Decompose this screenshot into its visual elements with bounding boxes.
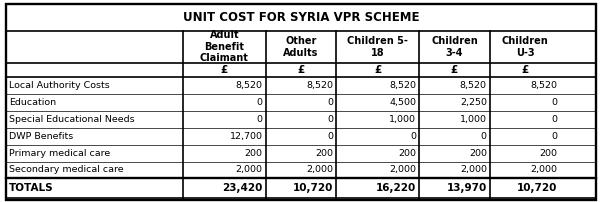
Text: 10,720: 10,720	[517, 183, 557, 193]
Text: £: £	[297, 65, 305, 75]
Text: 200: 200	[398, 149, 416, 158]
Text: 13,970: 13,970	[447, 183, 487, 193]
Text: 200: 200	[539, 149, 557, 158]
Text: 2,000: 2,000	[530, 165, 557, 175]
Text: 12,700: 12,700	[229, 132, 262, 141]
Text: 0: 0	[481, 132, 487, 141]
Text: 0: 0	[327, 132, 334, 141]
Text: £: £	[451, 65, 458, 75]
Text: 2,000: 2,000	[460, 165, 487, 175]
Text: Secondary medical care: Secondary medical care	[9, 165, 123, 175]
Text: 1,000: 1,000	[460, 115, 487, 124]
Text: 0: 0	[327, 98, 334, 107]
Text: 0: 0	[551, 132, 557, 141]
Text: Adult
Benefit
Claimant: Adult Benefit Claimant	[200, 30, 249, 63]
Text: 0: 0	[327, 115, 334, 124]
Text: Other
Adults: Other Adults	[284, 36, 318, 58]
Text: Primary medical care: Primary medical care	[9, 149, 110, 158]
Text: Children 5-
18: Children 5- 18	[347, 36, 408, 58]
Text: Children
3-4: Children 3-4	[431, 36, 478, 58]
Text: 0: 0	[551, 98, 557, 107]
Text: 200: 200	[469, 149, 487, 158]
Text: 8,520: 8,520	[530, 81, 557, 90]
Text: £: £	[374, 65, 381, 75]
Text: 4,500: 4,500	[389, 98, 416, 107]
Text: 1,000: 1,000	[389, 115, 416, 124]
Text: Local Authority Costs: Local Authority Costs	[9, 81, 110, 90]
Text: 200: 200	[244, 149, 262, 158]
Text: Special Educational Needs: Special Educational Needs	[9, 115, 135, 124]
Text: DWP Benefits: DWP Benefits	[9, 132, 73, 141]
Text: 200: 200	[315, 149, 334, 158]
Text: £: £	[521, 65, 529, 75]
Text: 0: 0	[256, 98, 262, 107]
Text: TOTALS: TOTALS	[9, 183, 54, 193]
Text: UNIT COST FOR SYRIA VPR SCHEME: UNIT COST FOR SYRIA VPR SCHEME	[183, 11, 419, 24]
Text: Children
U-3: Children U-3	[502, 36, 548, 58]
Text: 23,420: 23,420	[222, 183, 262, 193]
Text: 2,000: 2,000	[389, 165, 416, 175]
Text: 2,000: 2,000	[235, 165, 262, 175]
Text: 0: 0	[410, 132, 416, 141]
Text: 8,520: 8,520	[460, 81, 487, 90]
Text: 8,520: 8,520	[235, 81, 262, 90]
Text: £: £	[221, 65, 228, 75]
Text: 8,520: 8,520	[306, 81, 334, 90]
Text: Education: Education	[9, 98, 56, 107]
Text: 2,000: 2,000	[306, 165, 334, 175]
Text: 2,250: 2,250	[460, 98, 487, 107]
Text: 0: 0	[256, 115, 262, 124]
Text: 8,520: 8,520	[389, 81, 416, 90]
Text: 16,220: 16,220	[376, 183, 416, 193]
Text: 10,720: 10,720	[293, 183, 334, 193]
Text: 0: 0	[551, 115, 557, 124]
